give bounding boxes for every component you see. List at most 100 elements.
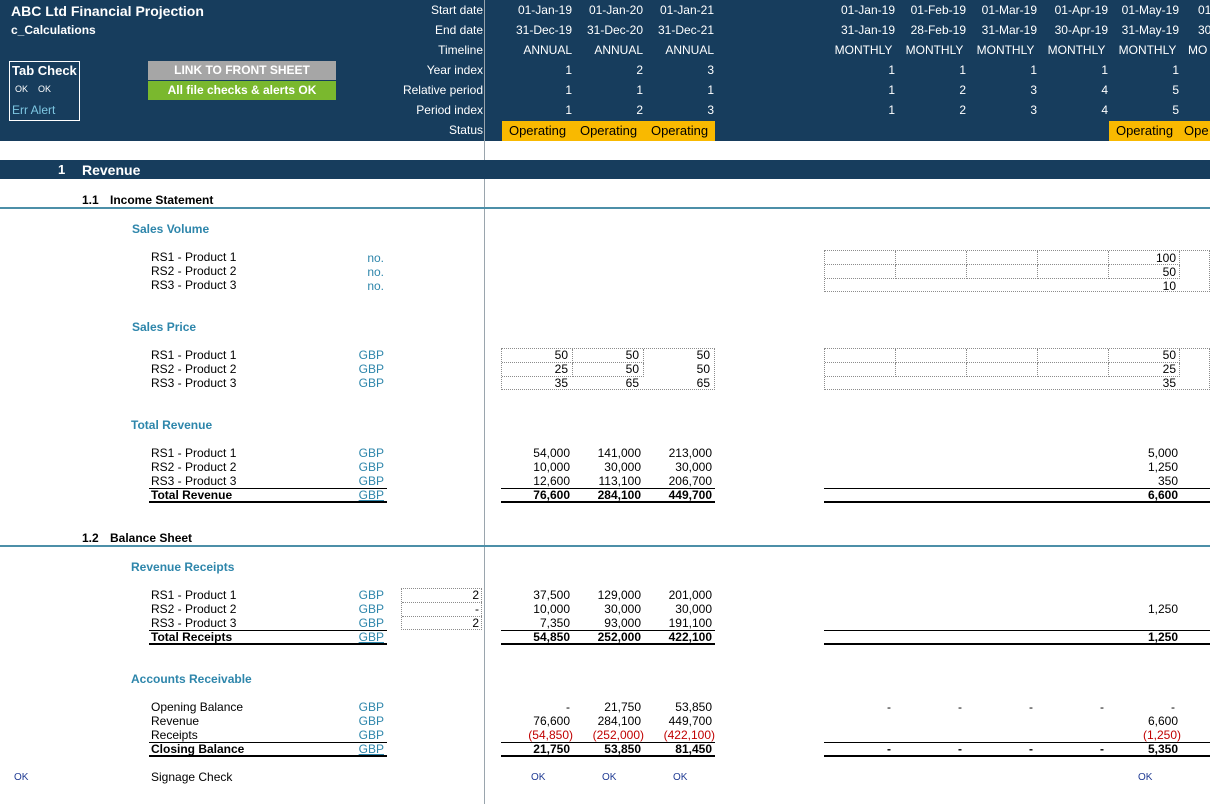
rr-monthly-dline <box>824 643 1210 645</box>
rr-row-2-a2: 30,000 <box>604 602 641 616</box>
sp-grid-cell[interactable] <box>573 349 644 363</box>
subsection-number-balance: 1.2 <box>82 531 99 545</box>
sp-grid-cell[interactable] <box>502 363 573 377</box>
rr-row-1-label: RS1 - Product 1 <box>151 588 237 602</box>
sp-row-2-a2[interactable]: 50 <box>625 362 639 376</box>
ar-total-m5: 5,350 <box>1147 742 1178 756</box>
rr-row-2-unit: GBP <box>358 602 384 616</box>
monthly-year-5: 1 <box>1172 63 1179 77</box>
ar-row-3-a1: (54,850) <box>528 728 573 742</box>
rr-lag-cell[interactable] <box>402 589 482 603</box>
rr-row-2-lag[interactable]: - <box>475 602 479 616</box>
sp-row-2-a3[interactable]: 50 <box>696 362 710 376</box>
sp-grid-cell[interactable] <box>1109 349 1180 363</box>
monthly-end-6: 30 <box>1198 23 1210 37</box>
rr-row-1-lag[interactable]: 2 <box>472 588 479 602</box>
sv-grid-cell[interactable] <box>967 265 1038 279</box>
label-timeline: Timeline <box>438 43 483 57</box>
sp-row-1-a1[interactable]: 50 <box>554 348 568 362</box>
sv-row-3-m5[interactable]: 10 <box>1162 279 1176 293</box>
sp-grid-cell[interactable] <box>825 363 896 377</box>
sp-grid-cell[interactable] <box>967 363 1038 377</box>
tr-row-1-a1: 54,000 <box>533 446 570 460</box>
link-to-front-sheet-button[interactable]: LINK TO FRONT SHEET <box>148 61 336 80</box>
rr-lag-input-grid[interactable] <box>401 588 482 630</box>
monthly-year-1: 1 <box>888 63 895 77</box>
monthly-relative-4: 4 <box>1101 83 1108 97</box>
sv-row-2-m5[interactable]: 50 <box>1162 265 1176 279</box>
signage-check-label: Signage Check <box>151 770 233 784</box>
ar-row-1-m1: - <box>887 700 891 714</box>
ar-row-1-m5: - <box>1171 700 1175 714</box>
sp-row-3-label: RS3 - Product 3 <box>151 376 237 390</box>
tr-total-unit: GBP <box>358 488 384 502</box>
sp-row-3-a2[interactable]: 65 <box>625 376 639 390</box>
sv-grid-cell[interactable] <box>967 251 1038 265</box>
label-year-index: Year index <box>426 63 483 77</box>
sv-grid-cell[interactable] <box>825 251 896 265</box>
tr-row-1-unit: GBP <box>358 446 384 460</box>
annual-start-1: 01-Jan-19 <box>517 3 572 17</box>
rr-annual-dline <box>501 643 715 645</box>
sp-grid-cell[interactable] <box>1038 349 1109 363</box>
rr-total-label: Total Receipts <box>151 630 233 644</box>
sv-grid-cell[interactable] <box>896 265 967 279</box>
monthly-timeline-6: MO <box>1188 43 1208 57</box>
sp-annual-input-grid[interactable] <box>501 348 715 390</box>
status-monthly-5: Operating <box>1109 121 1180 141</box>
sp-row-1-unit: GBP <box>358 348 384 362</box>
annual-year-2: 2 <box>636 63 643 77</box>
annual-year-3: 3 <box>707 63 714 77</box>
sp-row-1-m5[interactable]: 50 <box>1162 348 1176 362</box>
rr-lag-cell[interactable] <box>402 603 482 617</box>
sv-grid-cell[interactable] <box>1109 251 1180 265</box>
sp-row-3-a1[interactable]: 35 <box>554 376 568 390</box>
status-monthly-6: Ope <box>1180 121 1210 141</box>
sv-grid-cell[interactable] <box>1038 251 1109 265</box>
sv-grid-cell[interactable] <box>896 251 967 265</box>
tr-row-2-a3: 30,000 <box>675 460 712 474</box>
tr-label-line <box>149 488 387 489</box>
tr-row-2-a2: 30,000 <box>604 460 641 474</box>
rr-total-unit: GBP <box>358 630 384 644</box>
sp-row-2-m5[interactable]: 25 <box>1162 362 1176 376</box>
tab-check-ok-1: OK <box>15 84 29 94</box>
ar-row-2-a3: 449,700 <box>668 714 712 728</box>
sp-grid-cell[interactable] <box>967 349 1038 363</box>
sp-row-1-a3[interactable]: 50 <box>696 348 710 362</box>
sv-grid-cell[interactable] <box>1038 265 1109 279</box>
monthly-timeline-2: MONTHLY <box>905 43 964 57</box>
monthly-start-4: 01-Apr-19 <box>1054 3 1108 17</box>
sp-grid-cell[interactable] <box>896 363 967 377</box>
sp-grid-cell[interactable] <box>1038 363 1109 377</box>
sv-row-1-m5[interactable]: 100 <box>1155 251 1176 265</box>
file-checks-ok-button[interactable]: All file checks & alerts OK <box>148 81 336 100</box>
monthly-start-5: 01-May-19 <box>1121 3 1179 17</box>
monthly-start-3: 01-Mar-19 <box>981 3 1037 17</box>
tab-check-box: Tab Check OK OK Err Alert <box>9 61 80 121</box>
sp-grid-cell[interactable] <box>573 363 644 377</box>
tr-row-3-a1: 12,600 <box>533 474 570 488</box>
sp-row-3-m5[interactable]: 35 <box>1162 376 1176 390</box>
tr-row-2-unit: GBP <box>358 460 384 474</box>
signage-check-a1: OK <box>531 772 546 783</box>
sv-grid-cell[interactable] <box>1109 265 1180 279</box>
sp-grid-cell[interactable] <box>1109 363 1180 377</box>
sp-row-2-a1[interactable]: 25 <box>554 362 568 376</box>
ar-row-1-label: Opening Balance <box>151 700 244 714</box>
sp-row-1-a2[interactable]: 50 <box>625 348 639 362</box>
tr-row-1-m5: 5,000 <box>1147 446 1178 460</box>
sp-grid-cell[interactable] <box>502 349 573 363</box>
sv-grid-cell[interactable] <box>825 265 896 279</box>
tab-check-label: Tab Check <box>12 63 77 78</box>
ar-annual-dline <box>501 755 715 757</box>
sv-monthly-input-grid[interactable] <box>824 250 1210 292</box>
sp-grid-cell[interactable] <box>825 349 896 363</box>
total-revenue-title: Total Revenue <box>131 418 213 432</box>
sp-row-1-label: RS1 - Product 1 <box>151 348 237 362</box>
ar-total-a3: 81,450 <box>675 742 712 756</box>
label-relative-period: Relative period <box>402 83 483 97</box>
rr-row-3-lag[interactable]: 2 <box>472 616 479 630</box>
sp-grid-cell[interactable] <box>896 349 967 363</box>
sp-row-3-a3[interactable]: 65 <box>696 376 710 390</box>
